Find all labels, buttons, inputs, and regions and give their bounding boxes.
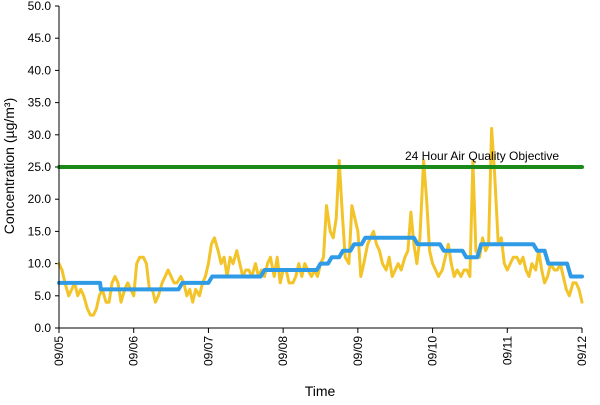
x-tick-label: 09/08: [276, 336, 290, 366]
series-line-rolling-average: [57, 235, 584, 292]
x-tick-label: 09/10: [426, 336, 440, 366]
x-tick-label: 09/07: [201, 336, 215, 366]
x-tick-label: 09/09: [351, 336, 365, 366]
y-tick-label: 40.0: [28, 63, 52, 77]
y-tick-label: 5.0: [34, 289, 51, 303]
y-axis-ticks: 0.0 5.0 10.0 15.0 20.0 25.0 30.0 35.0 40.0 45.0 50…: [28, 0, 59, 335]
y-tick-label: 50.0: [28, 0, 52, 13]
x-axis-title: Time: [305, 383, 336, 399]
objective-annotation: 24 Hour Air Quality Objective: [405, 149, 559, 163]
y-tick-label: 0.0: [34, 321, 51, 335]
y-axis-title: Concentration (µg/m³): [1, 98, 17, 234]
x-tick-label: 09/12: [575, 336, 589, 366]
x-tick-label: 09/11: [500, 336, 514, 365]
x-tick-label: 09/06: [127, 336, 141, 366]
y-tick-label: 10.0: [28, 257, 52, 271]
y-tick-label: 35.0: [28, 96, 52, 110]
x-tick-label: 09/05: [52, 336, 66, 366]
y-tick-label: 30.0: [28, 128, 52, 142]
series-layer: [57, 126, 584, 317]
y-tick-label: 15.0: [28, 224, 52, 238]
x-axis-ticks: 09/05 09/06 09/07 09/08 09/09 09/10 09/11 09/12: [52, 328, 589, 366]
y-tick-label: 20.0: [28, 192, 52, 206]
y-tick-label: 25.0: [28, 160, 52, 174]
y-tick-label: 45.0: [28, 31, 52, 45]
